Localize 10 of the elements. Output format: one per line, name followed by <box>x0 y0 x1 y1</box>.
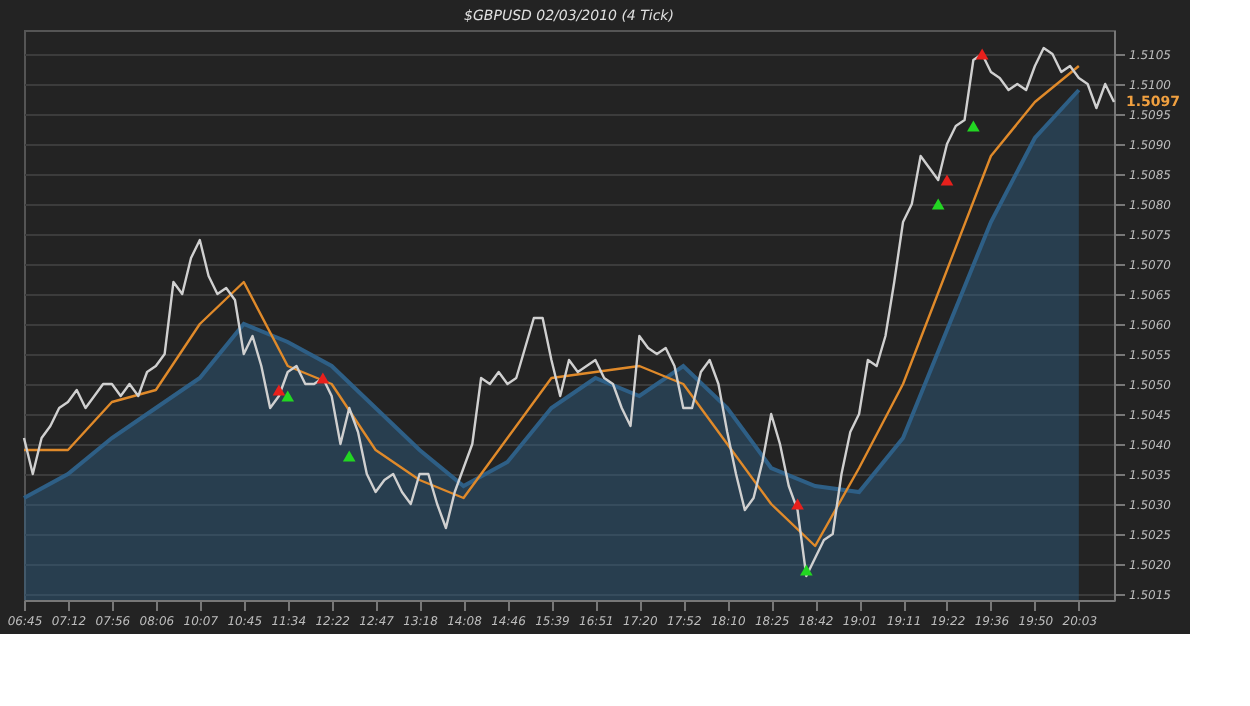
point <box>975 48 989 60</box>
point <box>316 372 330 384</box>
point <box>967 120 980 132</box>
point <box>800 564 813 576</box>
point <box>272 384 286 396</box>
point <box>791 498 804 510</box>
point <box>940 174 954 186</box>
point <box>342 450 356 462</box>
point <box>281 390 295 402</box>
point <box>931 198 945 210</box>
